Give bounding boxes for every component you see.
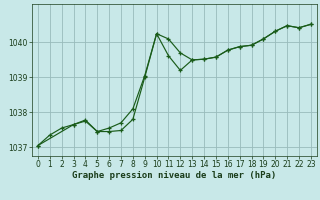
X-axis label: Graphe pression niveau de la mer (hPa): Graphe pression niveau de la mer (hPa) (72, 171, 276, 180)
